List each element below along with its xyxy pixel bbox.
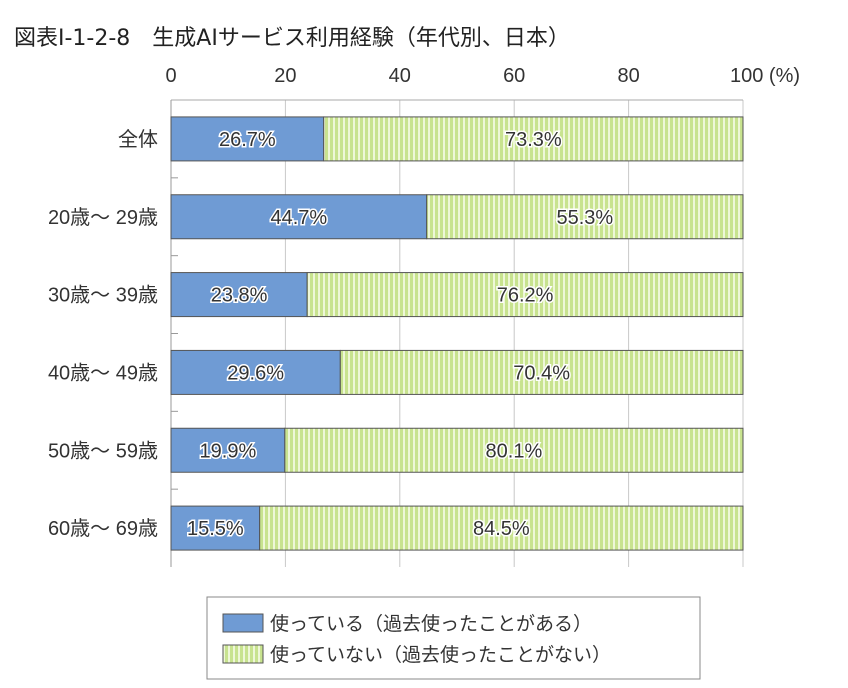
bar-not-used (426, 194, 744, 240)
category-label: 60歳～ 69歳 (48, 517, 158, 540)
data-label: 84.5% (473, 518, 530, 540)
legend-label: 使っている（過去使ったことがある） (270, 613, 592, 635)
bar-not-used (259, 505, 744, 551)
data-label: 29.6% (227, 362, 284, 384)
category-label: 50歳～ 59歳 (48, 439, 158, 462)
data-label: 15.5% (187, 518, 244, 540)
data-label: 23.8% (211, 285, 268, 307)
bar-not-used (339, 349, 744, 395)
bar-used (170, 194, 428, 240)
data-label: 70.4% (513, 362, 570, 384)
bar-used (170, 272, 308, 318)
data-label: 19.9% (200, 440, 257, 462)
data-label: 44.7% (270, 207, 327, 229)
x-tick-label: 60 (503, 65, 525, 87)
x-tick-label: 100 (%) (730, 65, 800, 87)
legend-label: 使っていない（過去使ったことがない） (270, 644, 611, 666)
bar-not-used (306, 272, 744, 318)
bar-used (170, 116, 325, 162)
legend-swatch (222, 613, 264, 633)
category-label: 20歳～ 29歳 (48, 206, 158, 229)
bar-used (170, 349, 341, 395)
data-label: 55.3% (556, 207, 613, 229)
x-tick-label: 80 (617, 65, 639, 87)
legend-swatch (222, 644, 264, 664)
bar-not-used (323, 116, 744, 162)
bar-not-used (284, 427, 744, 473)
data-label: 76.2% (497, 285, 554, 307)
bar-used (170, 427, 286, 473)
x-tick-label: 0 (165, 65, 176, 87)
bar-used (170, 505, 261, 551)
category-label: 40歳～ 49歳 (48, 361, 158, 384)
category-label: 全体 (118, 128, 158, 151)
category-label: 30歳～ 39歳 (48, 284, 158, 307)
data-label: 73.3% (505, 129, 562, 151)
x-tick-label: 20 (274, 65, 296, 87)
data-label: 26.7% (219, 129, 276, 151)
chart-title: 図表Ⅰ-1-2-8 生成AIサービス利用経験（年代別、日本） (14, 26, 570, 51)
data-label: 80.1% (486, 440, 543, 462)
legend-box (206, 596, 701, 680)
x-tick-label: 40 (389, 65, 411, 87)
